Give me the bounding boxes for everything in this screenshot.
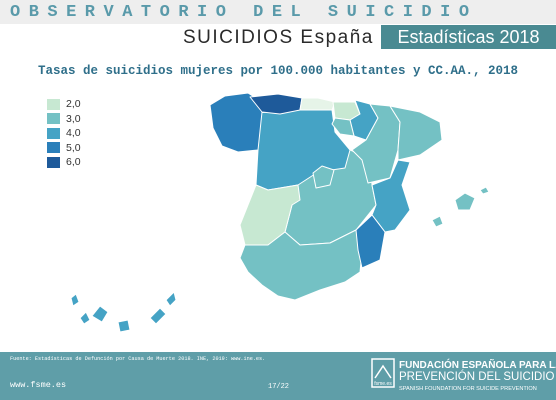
- region-canarias-1: [70, 293, 80, 307]
- legend-swatch: [47, 98, 60, 110]
- org-name-line1: FUNDACIÓN ESPAÑOLA PARA LA: [399, 360, 556, 371]
- legend-swatch: [47, 127, 60, 139]
- org-name-line2: PREVENCIÓN DEL SUICIDIO: [399, 371, 555, 383]
- subtitle-estadisticas: Estadísticas 2018: [381, 25, 556, 49]
- region-canarias-6: [165, 291, 177, 307]
- legend-label: 5,0: [66, 141, 81, 154]
- spain-map: [70, 92, 490, 333]
- org-name-line3: SPANISH FOUNDATION FOR SUICIDE PREVENTIO…: [399, 386, 537, 392]
- region-galicia: [209, 92, 263, 153]
- region-baleares-menorca: [479, 186, 490, 195]
- region-canarias-3: [91, 305, 109, 323]
- map-legend: 2,0 3,0 4,0 5,0 6,0: [47, 97, 81, 170]
- region-andalucia: [239, 229, 363, 301]
- region-murcia: [355, 214, 386, 269]
- region-cantabria: [299, 97, 336, 111]
- region-madrid: [312, 165, 335, 189]
- fsme-logo-icon: fsme.es: [371, 358, 395, 388]
- legend-item-3: 3,0: [47, 112, 81, 127]
- region-cataluna: [389, 105, 443, 161]
- legend-label: 2,0: [66, 98, 81, 111]
- legend-item-5: 5,0: [47, 141, 81, 156]
- region-canarias-4: [117, 319, 131, 333]
- subtitle-suicidios: SUICIDIOS España: [183, 27, 374, 48]
- region-la-rioja: [331, 117, 355, 137]
- region-canarias-5: [149, 307, 167, 325]
- region-baleares-ibiza: [431, 215, 444, 228]
- legend-item-2: 2,0: [47, 97, 81, 112]
- legend-label: 3,0: [66, 112, 81, 125]
- legend-label: 4,0: [66, 127, 81, 140]
- map-title: Tasas de suicidios mujeres por 100.000 h…: [37, 64, 519, 78]
- region-baleares: [454, 192, 476, 211]
- legend-swatch: [47, 113, 60, 125]
- footer: Fuente: Estadísticas de Defunción por Ca…: [0, 352, 556, 400]
- header-band: [0, 0, 556, 24]
- website-link[interactable]: www.fsme.es: [10, 380, 67, 390]
- legend-swatch: [47, 156, 60, 168]
- legend-swatch: [47, 142, 60, 154]
- observatorio-title: OBSERVATORIO DEL SUICIDIO: [10, 3, 478, 22]
- legend-label: 6,0: [66, 156, 81, 169]
- legend-item-6: 6,0: [47, 155, 81, 170]
- page-number: 17/22: [268, 383, 290, 391]
- region-canarias-2: [79, 311, 91, 325]
- source-note: Fuente: Estadísticas de Defunción por Ca…: [10, 356, 266, 362]
- legend-item-4: 4,0: [47, 126, 81, 141]
- logo-text: fsme.es: [374, 381, 392, 387]
